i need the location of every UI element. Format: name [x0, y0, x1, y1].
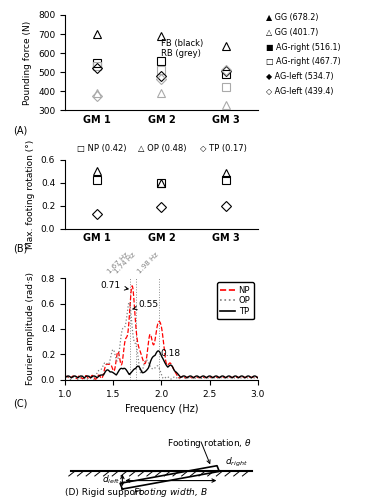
- Text: 1.67 Hz: 1.67 Hz: [106, 251, 129, 274]
- Line: OP: OP: [65, 302, 258, 380]
- Text: (B): (B): [13, 244, 27, 254]
- NP: [93, 376, 98, 382]
- Text: 1.74 Hz: 1.74 Hz: [113, 251, 136, 274]
- Text: (A): (A): [13, 126, 27, 136]
- Line: NP: NP: [65, 286, 258, 379]
- TP: [63, 375, 67, 381]
- OP: [73, 373, 77, 379]
- Text: Footing rotation, $\theta$: Footing rotation, $\theta$: [167, 438, 252, 450]
- Y-axis label: Fourier amplitude (rad·s): Fourier amplitude (rad·s): [26, 272, 35, 386]
- Y-axis label: Pounding force (N): Pounding force (N): [23, 20, 32, 104]
- Text: ■ AG-right (516.1): ■ AG-right (516.1): [266, 42, 340, 51]
- Text: (D) Rigid support: (D) Rigid support: [65, 488, 142, 498]
- X-axis label: Frequency (Hz): Frequency (Hz): [125, 404, 198, 414]
- NP: [157, 318, 161, 324]
- OP: [250, 375, 255, 381]
- NP: [152, 342, 156, 347]
- Text: Footing width, $B$: Footing width, $B$: [134, 486, 208, 500]
- Text: ◆ AG-left (534.7): ◆ AG-left (534.7): [266, 72, 333, 81]
- Text: ▲ GG (678.2): ▲ GG (678.2): [266, 13, 318, 22]
- TP: [151, 353, 156, 359]
- TP: [156, 348, 161, 354]
- Text: □ NP (0.42): □ NP (0.42): [76, 144, 126, 153]
- OP: [250, 375, 255, 381]
- NP: [215, 374, 219, 380]
- Text: 0.55: 0.55: [133, 300, 158, 310]
- NP: [130, 283, 134, 289]
- TP: [250, 374, 255, 380]
- TP: [73, 373, 77, 379]
- OP: [157, 364, 161, 370]
- NP: [73, 374, 77, 380]
- Text: ◇ AG-left (439.4): ◇ AG-left (439.4): [266, 87, 333, 96]
- NP: [256, 374, 260, 380]
- Text: △ GG (401.7): △ GG (401.7): [266, 28, 318, 37]
- Text: $d_{left}$: $d_{left}$: [102, 474, 120, 486]
- Y-axis label: Max. footing rotation (°): Max. footing rotation (°): [26, 140, 35, 248]
- OP: [152, 366, 156, 372]
- Text: 1.98 Hz: 1.98 Hz: [136, 251, 160, 274]
- TP: [256, 375, 260, 381]
- Line: TP: TP: [65, 351, 258, 378]
- TP: [157, 348, 161, 354]
- Text: △ OP (0.48): △ OP (0.48): [138, 144, 187, 153]
- NP: [63, 374, 67, 380]
- OP: [63, 375, 67, 381]
- OP: [127, 300, 131, 306]
- Text: $d_{right}$: $d_{right}$: [225, 456, 248, 469]
- Text: 0.71: 0.71: [101, 282, 128, 290]
- Text: FB (black)
RB (grey): FB (black) RB (grey): [161, 39, 204, 58]
- NP: [250, 374, 255, 380]
- NP: [250, 374, 255, 380]
- OP: [215, 375, 219, 381]
- Text: ◇ TP (0.17): ◇ TP (0.17): [200, 144, 247, 153]
- Text: 0.18: 0.18: [160, 348, 181, 358]
- Text: (C): (C): [13, 398, 27, 408]
- TP: [215, 373, 219, 379]
- OP: [84, 377, 88, 383]
- OP: [256, 375, 260, 381]
- Text: □ AG-right (467.7): □ AG-right (467.7): [266, 58, 340, 66]
- TP: [250, 374, 255, 380]
- Legend: NP, OP, TP: NP, OP, TP: [217, 282, 254, 320]
